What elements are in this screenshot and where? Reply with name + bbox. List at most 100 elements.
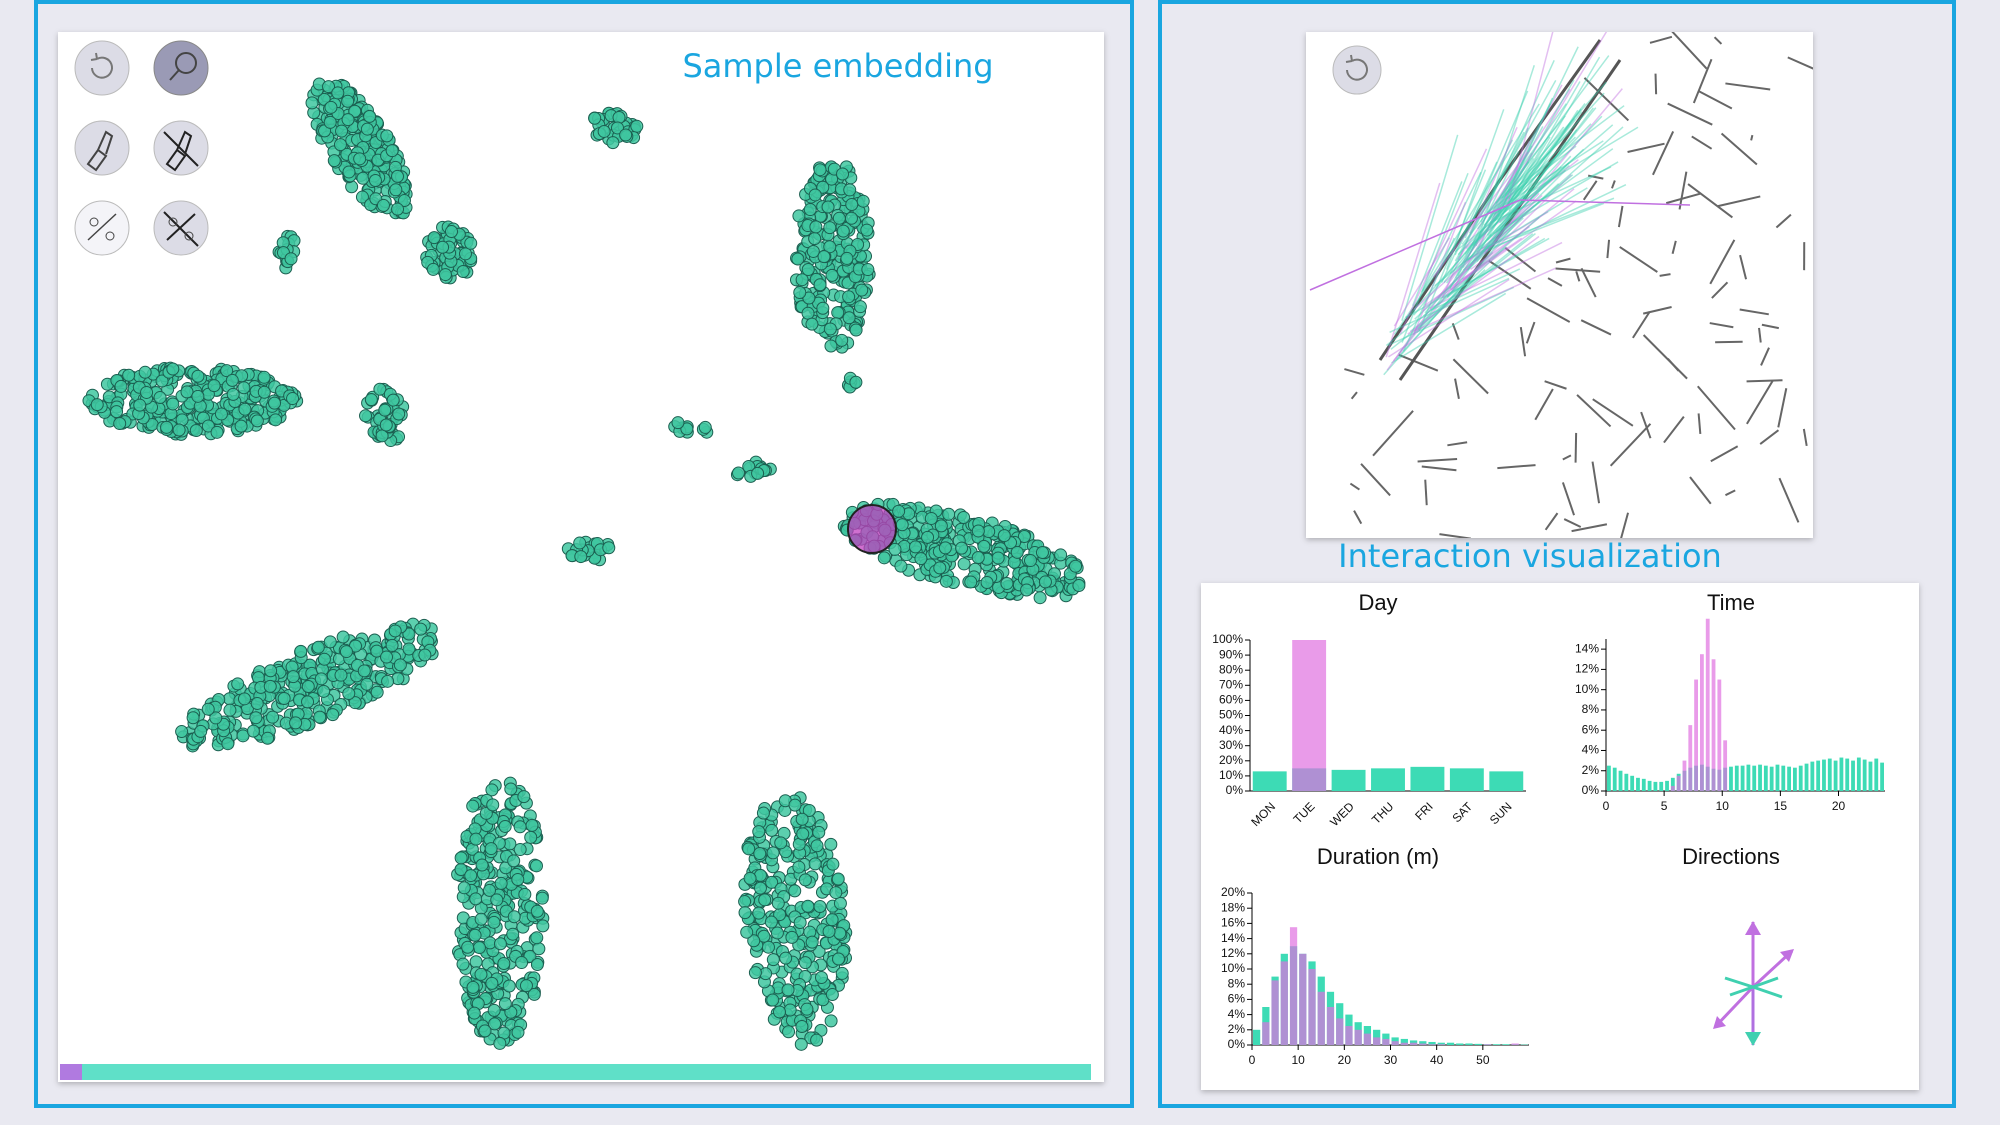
- embedding-point: [742, 842, 756, 856]
- lasso-button[interactable]: [153, 40, 209, 96]
- embedding-point: [955, 541, 969, 555]
- embedding-point: [376, 198, 390, 212]
- embedding-point: [808, 232, 822, 246]
- x-tick-label: 30: [1384, 1053, 1398, 1067]
- chart-title: Duration (m): [1317, 844, 1439, 869]
- histogram-bar: [1382, 1038, 1390, 1045]
- embedding-point: [798, 873, 812, 887]
- embedding-point: [825, 913, 839, 927]
- embedding-point: [464, 869, 478, 883]
- embedding-point: [812, 825, 826, 839]
- embedding-point: [493, 937, 507, 951]
- embedding-point: [836, 224, 850, 238]
- embedding-point: [414, 622, 428, 636]
- embedding-point: [238, 402, 252, 416]
- histogram-bar: [1653, 781, 1658, 791]
- embedding-point: [231, 677, 245, 691]
- embedding-point: [1035, 545, 1049, 559]
- x-tick-label: 0: [1603, 799, 1610, 813]
- embedding-point: [610, 121, 624, 135]
- bar: [1252, 771, 1287, 791]
- embedding-point: [511, 872, 525, 886]
- embedding-point: [823, 322, 837, 336]
- map-boundary: [1715, 340, 1743, 344]
- embedding-point: [356, 171, 370, 185]
- y-tick-label: 10%: [1575, 682, 1599, 696]
- embedding-point: [817, 250, 831, 264]
- embedding-point: [942, 507, 956, 521]
- embedding-point: [122, 368, 136, 382]
- embedding-point: [764, 915, 778, 929]
- histogram-bar: [1758, 764, 1762, 791]
- embedding-point: [155, 374, 169, 388]
- selection[interactable]: [847, 504, 897, 554]
- embedding-point: [160, 420, 174, 434]
- embedding-point: [487, 1003, 501, 1017]
- histogram-bar: [1868, 761, 1873, 791]
- embedding-point: [536, 919, 550, 933]
- embedding-point: [824, 339, 838, 353]
- histogram-bar: [1409, 1042, 1418, 1045]
- embedding-point: [732, 466, 746, 480]
- embedding-point: [380, 650, 394, 664]
- embedding-point: [257, 385, 271, 399]
- embedding-point: [269, 413, 283, 427]
- embedding-point: [210, 425, 224, 439]
- embedding-point: [532, 942, 546, 956]
- y-tick-label: 14%: [1221, 931, 1245, 945]
- embedding-point: [110, 405, 124, 419]
- embedding-point: [264, 664, 278, 678]
- embedding-point: [493, 1036, 507, 1050]
- embedding-point: [342, 687, 356, 701]
- embedding-point: [331, 86, 345, 100]
- histogram-bar: [1700, 654, 1704, 791]
- embedding-point: [1069, 559, 1083, 573]
- histogram-bar: [1437, 1044, 1445, 1045]
- map-reset-button[interactable]: [1332, 45, 1382, 95]
- histogram-bar: [1363, 1033, 1372, 1045]
- histogram-bar: [1391, 1041, 1399, 1045]
- embedding-point: [386, 393, 400, 407]
- y-tick-label: 80%: [1219, 662, 1243, 676]
- embedding-point: [796, 827, 810, 841]
- embedding-point: [114, 379, 128, 393]
- reset-button[interactable]: [74, 40, 130, 96]
- histogram-bar: [1336, 1018, 1344, 1045]
- embedding-point: [336, 630, 350, 644]
- embedding-point: [630, 119, 644, 133]
- y-tick-label: 90%: [1219, 647, 1243, 661]
- embedding-point: [822, 924, 836, 938]
- embedding-point: [368, 174, 382, 188]
- embedding-point: [997, 529, 1011, 543]
- brush-button[interactable]: [74, 120, 130, 176]
- embedding-point: [506, 927, 520, 941]
- embedding-point: [284, 252, 298, 266]
- embedding-point: [894, 559, 908, 573]
- embedding-point: [333, 138, 347, 152]
- embedding-point: [263, 679, 277, 693]
- embedding-point: [814, 971, 828, 985]
- embedding-point: [825, 268, 839, 282]
- embedding-point: [220, 364, 234, 378]
- histogram-bar: [1607, 765, 1611, 791]
- embedding-point: [313, 710, 327, 724]
- embedding-point: [207, 379, 221, 393]
- embedding-point: [849, 323, 863, 337]
- embedding-point: [138, 365, 152, 379]
- embedding-point: [498, 819, 512, 833]
- embedding-point: [914, 552, 928, 566]
- map-boundary: [1746, 379, 1783, 383]
- y-tick-label: 12%: [1575, 662, 1599, 676]
- histogram-bar: [1845, 758, 1850, 791]
- progress-bar: [82, 1064, 1091, 1080]
- y-tick-label: 8%: [1228, 976, 1246, 990]
- embedding-point: [845, 198, 859, 212]
- embedding-point: [380, 129, 394, 143]
- histogram-bar: [1400, 1042, 1408, 1045]
- embedding-point: [833, 896, 847, 910]
- histogram-bar: [1659, 781, 1664, 791]
- histogram-bar: [1618, 770, 1623, 791]
- embedding-point: [444, 225, 458, 239]
- embedding-point: [326, 708, 340, 722]
- embedding-point: [234, 419, 248, 433]
